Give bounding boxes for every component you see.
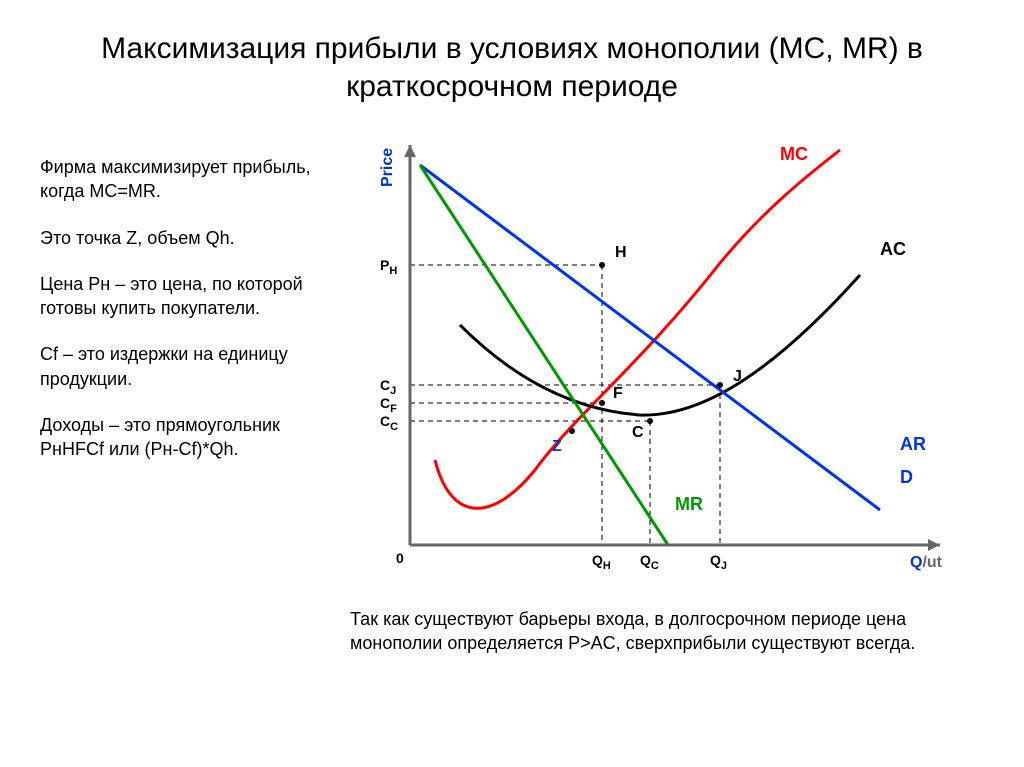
y-tick-label: CF	[380, 395, 397, 415]
x-tick-label: QJ	[710, 552, 727, 572]
chart-point	[599, 262, 605, 268]
x-axis-label: Q/ut	[910, 554, 943, 571]
x-axis-arrow	[928, 539, 940, 551]
sidebar-p2: Это точка Z, объем Qh.	[40, 226, 340, 250]
point-label: H	[615, 244, 627, 261]
d-label: D	[900, 467, 913, 487]
origin-label: 0	[396, 550, 404, 566]
chart-point	[569, 428, 575, 434]
mr-label: MR	[675, 494, 703, 514]
y-tick-label: CC	[380, 413, 398, 433]
point-label: F	[613, 385, 623, 402]
sidebar-text: Фирма максимизирует прибыль, когда MC=MR…	[40, 125, 340, 484]
x-tick-label: QC	[640, 552, 659, 572]
y-axis-label: Price	[379, 148, 396, 187]
point-label: J	[733, 368, 742, 385]
x-tick-label: QH	[592, 552, 611, 572]
content-row: Фирма максимизирует прибыль, когда MC=MR…	[40, 125, 984, 656]
y-tick-label: PH	[380, 257, 397, 277]
chart-point	[647, 418, 653, 424]
mc-label: MC	[780, 144, 808, 164]
chart-point	[717, 382, 723, 388]
mr-curve	[420, 165, 668, 545]
y-tick-label: CJ	[380, 377, 396, 397]
point-label: Z	[552, 438, 562, 455]
sidebar-p5: Доходы – это прямоугольник PнHFCf или (P…	[40, 413, 340, 462]
chart-point	[599, 400, 605, 406]
monopoly-chart: Price Q/ut 0 PH CJCFCC QH QC QJ MC AC AR D MR H F C Z J	[340, 125, 960, 595]
sidebar-p4: Cf – это издержки на единицу продукции.	[40, 342, 340, 391]
ac-label: AC	[880, 239, 906, 259]
sidebar-p3: Цена Pн – это цена, по которой готовы ку…	[40, 272, 340, 321]
ar-label: AR	[900, 434, 926, 454]
sidebar-p1: Фирма максимизирует прибыль, когда MC=MR…	[40, 155, 340, 204]
page-title: Максимизация прибыли в условиях монополи…	[70, 30, 954, 105]
chart-column: Price Q/ut 0 PH CJCFCC QH QC QJ MC AC AR D MR H F C Z J Т…	[340, 125, 984, 656]
point-label: C	[632, 424, 644, 441]
y-axis-arrow	[404, 145, 416, 157]
footer-text: Так как существуют барьеры входа, в долг…	[350, 607, 984, 656]
